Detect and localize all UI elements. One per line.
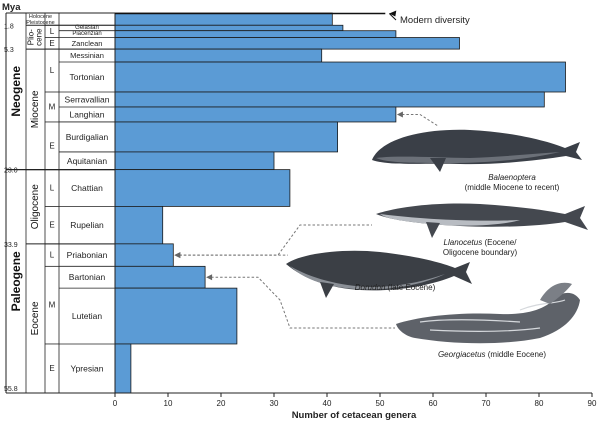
bar-gelasian — [114, 24, 344, 32]
age-tick-label: 1.8 — [4, 23, 14, 30]
period-label-paleogene: Paleogene — [9, 251, 23, 311]
bar-bartonian — [114, 265, 206, 289]
whale-illustrations: Balaenoptera (middle Miocene to recent) Ll… — [174, 111, 588, 359]
epoch-label-plio-cene: Plio-cene — [27, 28, 44, 46]
bar-aquitanian — [114, 151, 275, 171]
leader-llanocetus — [179, 224, 372, 256]
stage-label-aquitanian: Aquitanian — [67, 156, 107, 166]
stage-label-ypresian: Ypresian — [71, 363, 104, 373]
caption-llanocetus: Llanocetus (Eocene/Oligocene boundary) — [443, 238, 518, 257]
epoch-label-miocene: Miocene — [30, 90, 41, 128]
age-tick-label: 55.8 — [4, 386, 18, 393]
stage-label-messinian: Messinian — [70, 51, 104, 60]
period-label-neogene: Neogene — [9, 66, 23, 117]
stage-label-piacenzian: Piacenzian — [72, 31, 101, 37]
subepoch-label: L — [50, 66, 55, 75]
whale-dorudon-flipper — [320, 282, 334, 298]
x-tick-label: 10 — [164, 399, 173, 408]
stage-label-lutetian: Lutetian — [72, 311, 103, 321]
age-tick-label: 5.3 — [4, 47, 14, 54]
leader-georgiacetus — [211, 276, 395, 329]
epoch-label-oligocene: Oligocene — [30, 184, 41, 229]
age-tick-label: 23.0 — [4, 168, 18, 175]
subepoch-label: E — [49, 39, 54, 48]
modern-diversity-label: Modern diversity — [400, 15, 470, 26]
stage-label-chattian: Chattian — [71, 183, 103, 193]
x-tick-label: 50 — [376, 399, 385, 408]
x-tick-label: 90 — [588, 399, 597, 408]
bar-priabonian — [114, 243, 174, 267]
bar-piacenzian — [114, 30, 397, 38]
bar-chattian — [114, 169, 291, 207]
stage-label-burdigalian: Burdigalian — [66, 132, 109, 142]
whale-georgiacetus-limb — [540, 282, 572, 304]
subepoch-label: M — [49, 301, 56, 310]
bar-lutetian — [114, 287, 238, 345]
x-tick-label: 60 — [429, 399, 438, 408]
caption-balaenoptera: Balaenoptera (middle Miocene to recent) — [465, 173, 560, 192]
x-tick-label: 20 — [217, 399, 226, 408]
whale-balaenoptera-flipper — [430, 158, 446, 172]
leader-balaenoptera — [401, 113, 439, 127]
timescale-layer: Neogene Paleogene Plio-cene Miocene Oligocen… — [4, 12, 116, 394]
modern-diversity-marker: Modern diversity — [115, 10, 470, 26]
bars-layer — [114, 12, 566, 394]
epoch-label-eocene: Eocene — [30, 301, 41, 335]
x-tick-label: 40 — [323, 399, 332, 408]
bar-serravallian — [114, 91, 545, 108]
bar-rupelian — [114, 206, 164, 245]
bar-messinian — [114, 48, 323, 63]
x-tick-label: 0 — [113, 399, 118, 408]
stage-label-bartonian: Bartonian — [69, 272, 106, 282]
modern-diversity-arrow — [388, 13, 397, 21]
bar-holocene-pleistocene — [114, 12, 333, 26]
stage-label-serravallian: Serravallian — [65, 94, 110, 104]
bar-tortonian — [114, 61, 566, 93]
whale-llanocetus-flipper — [426, 222, 440, 238]
modern-diversity-arrowhead — [389, 10, 397, 17]
stage-label-zanclean: Zanclean — [72, 39, 103, 48]
x-axis: 0 10 20 30 40 50 60 70 80 90 — [113, 392, 597, 408]
whale-llanocetus-belly — [380, 214, 520, 226]
stage-label-langhian: Langhian — [70, 109, 105, 119]
subepoch-label: L — [50, 251, 55, 260]
x-tick-label: 30 — [270, 399, 279, 408]
subepoch-label: L — [50, 184, 55, 193]
caption-georgiacetus: Georgiacetus (middle Eocene) — [438, 350, 546, 359]
age-tick-label: 33.9 — [4, 242, 18, 249]
x-axis-title: Number of cetacean genera — [292, 410, 417, 421]
stage-label-gelasian: Gelasian — [75, 25, 99, 31]
y-axis-title: Mya — [2, 2, 21, 13]
whale-balaenoptera-belly — [376, 152, 560, 163]
subepoch-label: E — [49, 221, 54, 230]
x-tick-label: 70 — [482, 399, 491, 408]
stage-label-rupelian: Rupelian — [70, 220, 104, 230]
stage-label-tortonian: Tortonian — [70, 72, 105, 82]
x-tick-label: 80 — [535, 399, 544, 408]
bar-zanclean — [114, 37, 460, 50]
arrowhead-georgiacetus — [206, 274, 213, 281]
subepoch-label: L — [50, 27, 55, 36]
stage-label-holocene-pleistocene: Holocene Pleistocene — [26, 14, 54, 26]
arrowhead-balaenoptera — [396, 111, 403, 118]
subepoch-label: M — [49, 102, 56, 111]
whale-llanocetus — [376, 203, 588, 230]
stage-label-priabonian: Priabonian — [67, 250, 108, 260]
bar-burdigalian — [114, 121, 339, 153]
arrowhead-dorudon — [174, 252, 181, 259]
subepoch-label: E — [49, 141, 54, 150]
subepoch-label: E — [49, 364, 54, 373]
caption-dorudon: Dorudon (late Eocene) — [355, 283, 436, 292]
whale-georgiacetus-bones — [419, 299, 566, 332]
bar-ypresian — [114, 343, 132, 394]
bar-langhian — [114, 106, 397, 123]
